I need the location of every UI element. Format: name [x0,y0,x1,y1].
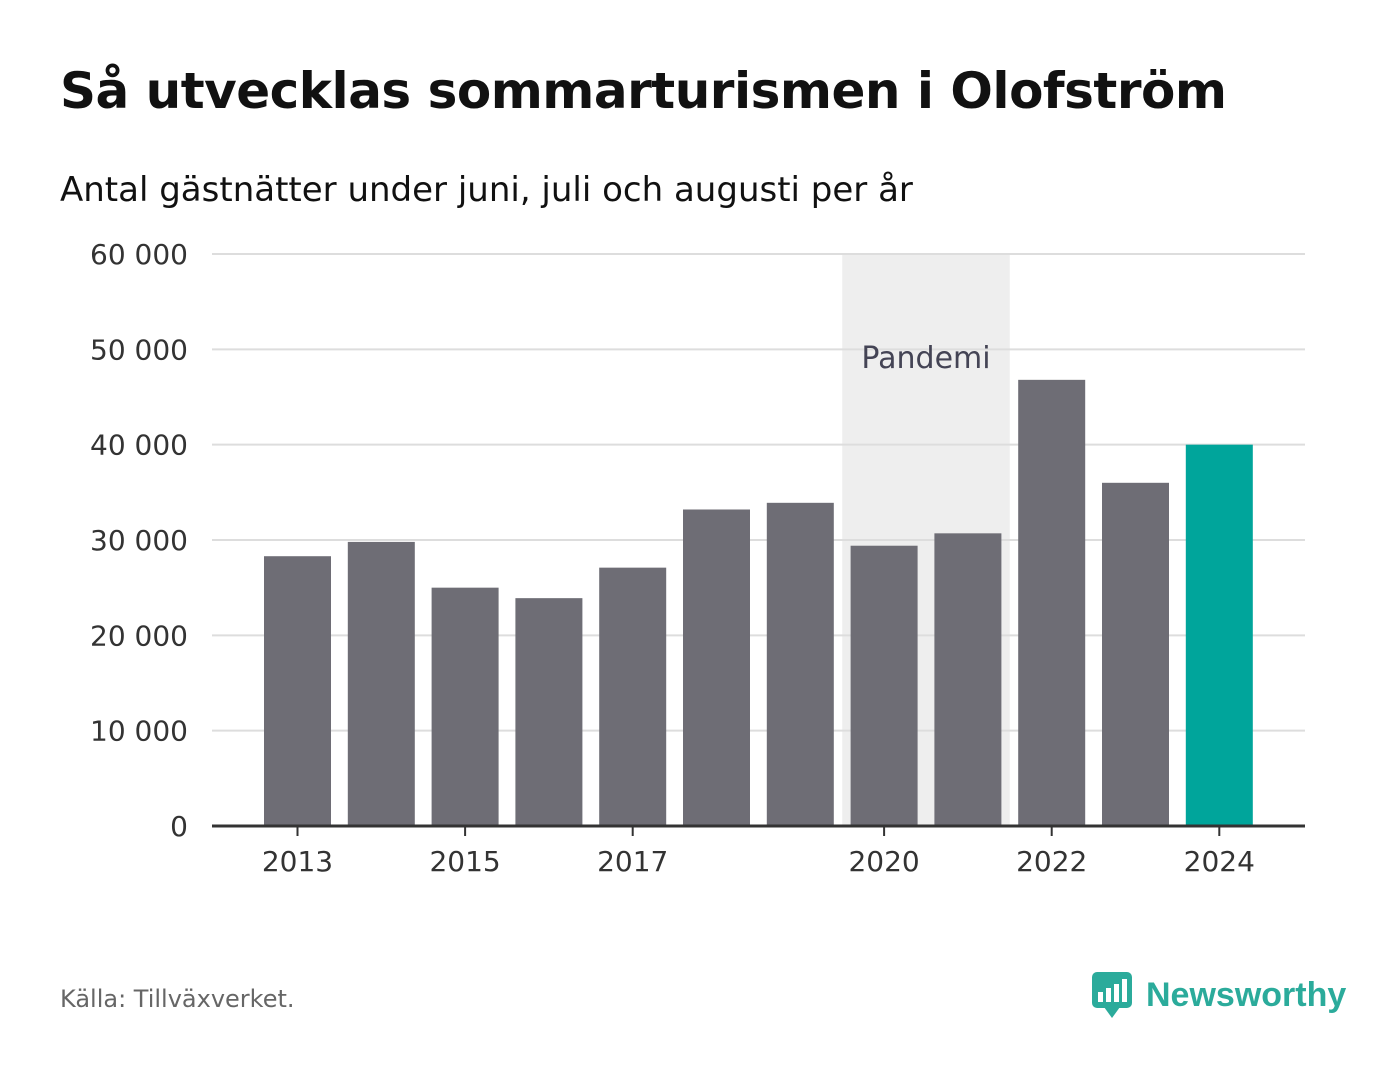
bar-2018 [683,509,750,826]
chart-subtitle: Antal gästnätter under juni, juli och au… [60,170,913,210]
bar-2021 [934,533,1002,826]
y-tick-label: 10 000 [90,715,188,748]
y-tick-label: 60 000 [90,238,188,271]
bar-2015 [431,587,499,826]
brand-logo: Newsworthy [1090,970,1346,1020]
y-tick-label: 40 000 [90,429,188,462]
bar-2024 [1185,444,1253,826]
x-tick-label: 2022 [1016,845,1087,878]
bar-chart-speech-bubble-icon [1092,972,1132,1018]
bar-2017 [599,567,667,826]
bar-2013 [264,556,331,826]
bar-2020 [850,545,918,826]
x-tick-label: 2013 [262,845,333,878]
y-tick-label: 50 000 [90,333,188,366]
bar-2016 [515,598,583,826]
y-tick-label: 20 000 [90,619,188,652]
chart-title: Så utvecklas sommarturismen i Olofström [60,62,1227,120]
source-note: Källa: Tillväxverket. [60,985,295,1013]
pandemic-label: Pandemi [861,341,990,376]
x-tick-label: 2024 [1184,845,1255,878]
brand-name: Newsworthy [1146,975,1347,1014]
x-tick-label: 2017 [597,845,668,878]
bar-2014 [347,541,415,826]
y-tick-label: 30 000 [90,524,188,557]
bar-2022 [1018,379,1086,826]
x-tick-label: 2020 [848,845,919,878]
bar-2023 [1102,482,1169,826]
y-tick-label: 0 [170,810,188,843]
bar-2019 [766,502,834,826]
x-tick-label: 2015 [429,845,500,878]
